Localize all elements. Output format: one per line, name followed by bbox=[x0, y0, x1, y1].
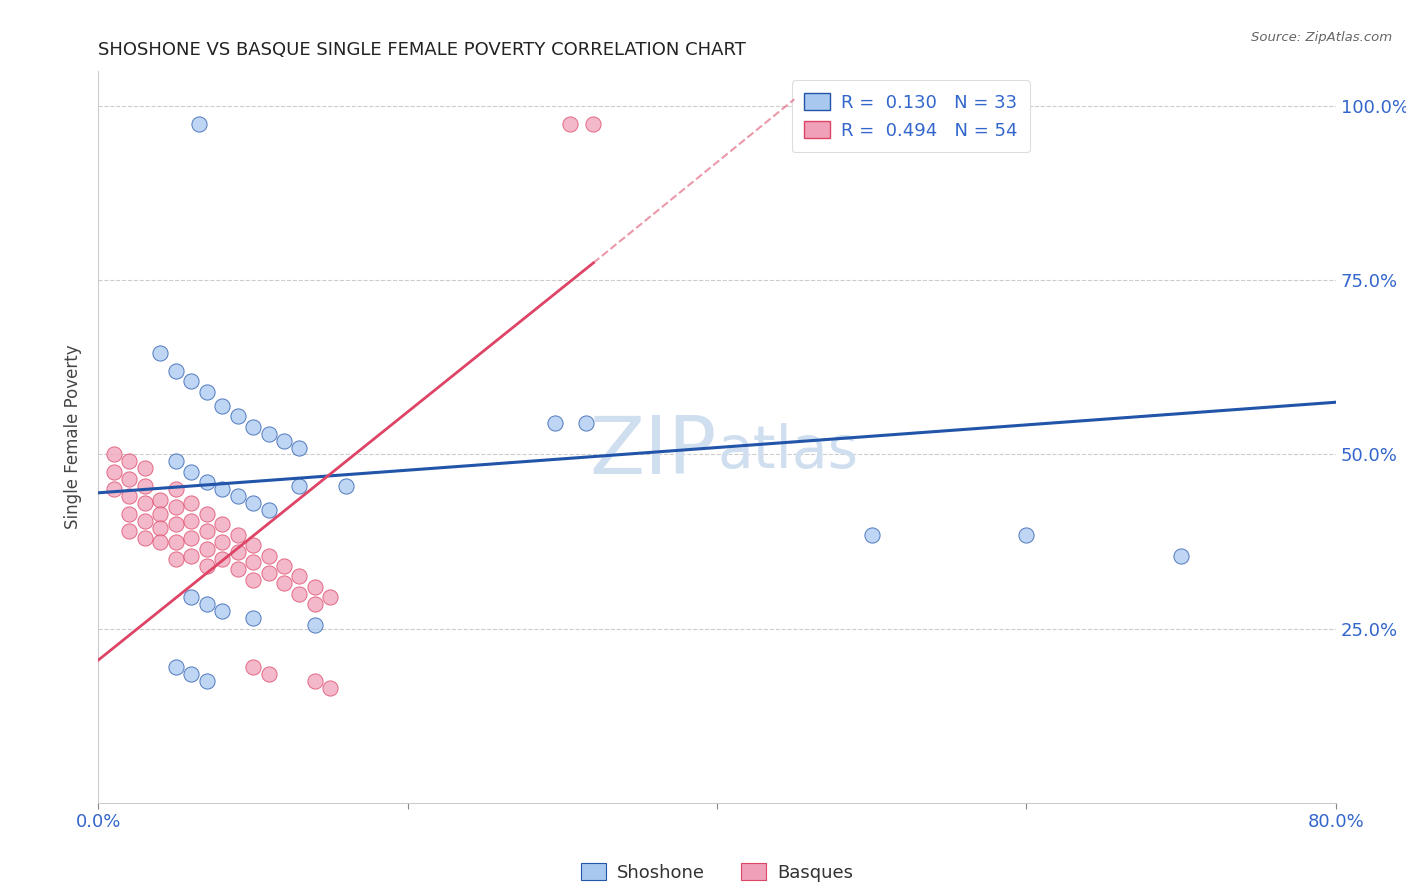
Point bbox=[118, 454, 141, 468]
Point bbox=[860, 527, 883, 541]
Point bbox=[582, 117, 605, 131]
Point bbox=[288, 441, 311, 455]
Point bbox=[134, 531, 156, 545]
Point bbox=[180, 591, 202, 605]
Point bbox=[195, 558, 218, 573]
Point bbox=[242, 660, 264, 674]
Point bbox=[288, 569, 311, 583]
Point bbox=[195, 384, 218, 399]
Point bbox=[180, 375, 202, 389]
Point bbox=[118, 472, 141, 486]
Point bbox=[188, 117, 211, 131]
Point bbox=[288, 479, 311, 493]
Point bbox=[211, 399, 233, 413]
Point bbox=[195, 541, 218, 556]
Y-axis label: Single Female Poverty: Single Female Poverty bbox=[65, 345, 83, 529]
Point bbox=[134, 496, 156, 510]
Point bbox=[149, 492, 172, 507]
Point bbox=[211, 534, 233, 549]
Point bbox=[226, 562, 249, 576]
Point bbox=[257, 549, 280, 563]
Point bbox=[242, 556, 264, 570]
Point bbox=[180, 549, 202, 563]
Point bbox=[1015, 527, 1038, 541]
Point bbox=[149, 534, 172, 549]
Text: Source: ZipAtlas.com: Source: ZipAtlas.com bbox=[1251, 31, 1392, 45]
Point bbox=[165, 552, 187, 566]
Point bbox=[257, 566, 280, 580]
Point bbox=[226, 527, 249, 541]
Point bbox=[165, 534, 187, 549]
Point bbox=[195, 524, 218, 538]
Point bbox=[1170, 549, 1192, 563]
Point bbox=[165, 364, 187, 378]
Point bbox=[304, 618, 326, 632]
Point bbox=[165, 517, 187, 532]
Point bbox=[149, 521, 172, 535]
Point bbox=[242, 496, 264, 510]
Point bbox=[195, 507, 218, 521]
Point bbox=[180, 496, 202, 510]
Point bbox=[195, 475, 218, 490]
Point bbox=[103, 483, 125, 497]
Point bbox=[319, 681, 342, 695]
Point bbox=[242, 538, 264, 552]
Point bbox=[226, 545, 249, 559]
Point bbox=[304, 597, 326, 611]
Legend: Shoshone, Basques: Shoshone, Basques bbox=[574, 856, 860, 888]
Point bbox=[242, 611, 264, 625]
Point bbox=[242, 573, 264, 587]
Point bbox=[149, 346, 172, 360]
Point bbox=[195, 597, 218, 611]
Point bbox=[273, 434, 295, 448]
Point bbox=[560, 117, 582, 131]
Point bbox=[118, 524, 141, 538]
Point bbox=[118, 489, 141, 503]
Text: ZIP: ZIP bbox=[589, 413, 717, 491]
Point bbox=[165, 483, 187, 497]
Point bbox=[211, 552, 233, 566]
Point bbox=[242, 419, 264, 434]
Point bbox=[211, 604, 233, 618]
Point bbox=[319, 591, 342, 605]
Text: atlas: atlas bbox=[717, 423, 858, 480]
Point bbox=[211, 483, 233, 497]
Point bbox=[165, 660, 187, 674]
Point bbox=[257, 667, 280, 681]
Point bbox=[118, 507, 141, 521]
Text: SHOSHONE VS BASQUE SINGLE FEMALE POVERTY CORRELATION CHART: SHOSHONE VS BASQUE SINGLE FEMALE POVERTY… bbox=[98, 41, 747, 59]
Point bbox=[134, 461, 156, 475]
Point bbox=[335, 479, 357, 493]
Point bbox=[288, 587, 311, 601]
Point bbox=[226, 489, 249, 503]
Point bbox=[149, 507, 172, 521]
Point bbox=[273, 576, 295, 591]
Point bbox=[180, 465, 202, 479]
Point bbox=[180, 531, 202, 545]
Point bbox=[575, 416, 598, 430]
Point bbox=[226, 409, 249, 424]
Point bbox=[304, 673, 326, 688]
Point bbox=[165, 454, 187, 468]
Point bbox=[103, 465, 125, 479]
Point bbox=[134, 479, 156, 493]
Point bbox=[304, 580, 326, 594]
Point bbox=[180, 667, 202, 681]
Point bbox=[211, 517, 233, 532]
Point bbox=[103, 448, 125, 462]
Point bbox=[273, 558, 295, 573]
Point bbox=[257, 426, 280, 441]
Point bbox=[195, 673, 218, 688]
Point bbox=[257, 503, 280, 517]
Point bbox=[165, 500, 187, 514]
Point bbox=[180, 514, 202, 528]
Point bbox=[543, 416, 565, 430]
Point bbox=[134, 514, 156, 528]
